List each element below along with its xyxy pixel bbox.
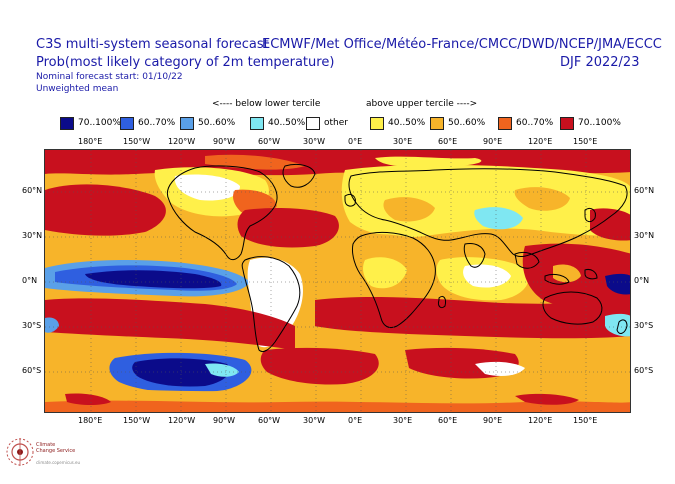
legend-label: 40..50%	[268, 118, 306, 128]
legend-item: 40..50%	[370, 116, 425, 130]
legend-item: 70..100%	[60, 116, 121, 130]
forecast-title: C3S multi-system seasonal forecast	[36, 37, 269, 52]
north-atlantic-red	[237, 208, 339, 248]
forecast-start-label: Nominal forecast start: 01/10/22	[36, 72, 183, 82]
color-legend: 70..100% 60..70% 50..60% 40..50% other 40..50…	[60, 116, 621, 132]
legend-item: 50..60%	[180, 116, 235, 130]
legend-label: 40..50%	[388, 118, 426, 128]
lon-tick-top: 150°W	[123, 137, 151, 146]
lon-tick-top: 0°E	[348, 137, 363, 146]
lon-tick-bottom: 120°E	[528, 416, 553, 425]
legend-swatch	[498, 116, 512, 130]
map-svg	[45, 150, 630, 412]
lon-tick-top: 120°E	[528, 137, 553, 146]
legend-swatch	[560, 116, 574, 130]
legend-label: 60..70%	[516, 118, 554, 128]
climate-change-service-logo	[6, 438, 34, 466]
probability-map	[44, 149, 631, 413]
lat-tick-left: 60°N	[22, 186, 43, 195]
lon-tick-bottom: 120°W	[168, 416, 196, 425]
legend-item: 70..100%	[560, 116, 621, 130]
lon-tick-bottom: 60°W	[258, 416, 281, 425]
lon-tick-bottom: 60°E	[438, 416, 458, 425]
lon-tick-bottom: 150°E	[573, 416, 598, 425]
lon-tick-top: 180°E	[78, 137, 103, 146]
weighting-label: Unweighted mean	[36, 84, 119, 94]
forecast-subtitle: Prob(most likely category of 2m temperat…	[36, 55, 335, 70]
legend-label: other	[324, 118, 348, 128]
legend-label: 50..60%	[448, 118, 486, 128]
lon-tick-bottom: 30°E	[393, 416, 413, 425]
centres-label: ECMWF/Met Office/Météo-France/CMCC/DWD/N…	[262, 37, 662, 52]
logo-text-url: climate.copernicus.eu	[36, 460, 81, 465]
lat-tick-right: 60°N	[634, 186, 655, 195]
lon-tick-bottom: 30°W	[303, 416, 326, 425]
legend-swatch	[180, 116, 194, 130]
legend-item: 60..70%	[498, 116, 553, 130]
legend-swatch	[250, 116, 264, 130]
lon-tick-top: 90°E	[483, 137, 503, 146]
lon-tick-bottom: 90°E	[483, 416, 503, 425]
legend-label: 60..70%	[138, 118, 176, 128]
lat-tick-right: 30°N	[634, 231, 655, 240]
lon-tick-bottom: 0°E	[348, 416, 363, 425]
legend-item: 50..60%	[430, 116, 485, 130]
lat-tick-left: 60°S	[22, 366, 42, 375]
lon-tick-top: 90°W	[213, 137, 236, 146]
legend-swatch	[306, 116, 320, 130]
lat-tick-left: 0°N	[22, 276, 38, 285]
season-label: DJF 2022/23	[560, 55, 640, 70]
north-pacific-red	[45, 184, 166, 236]
lat-tick-right: 30°S	[634, 321, 654, 330]
lat-tick-left: 30°S	[22, 321, 42, 330]
lat-tick-right: 0°N	[634, 276, 650, 285]
lon-tick-top: 30°E	[393, 137, 413, 146]
legend-above-header: above upper tercile ---->	[366, 99, 478, 109]
lon-tick-top: 120°W	[168, 137, 196, 146]
legend-swatch	[370, 116, 384, 130]
legend-item: 40..50%	[250, 116, 305, 130]
legend-label: 50..60%	[198, 118, 236, 128]
enso-blue-core	[85, 270, 222, 289]
lon-tick-bottom: 90°W	[213, 416, 236, 425]
lon-tick-top: 150°E	[573, 137, 598, 146]
logo-text-climate: Climate	[36, 442, 56, 448]
legend-item: other	[306, 116, 348, 130]
legend-swatch	[120, 116, 134, 130]
legend-swatch	[60, 116, 74, 130]
coastlines	[167, 163, 628, 353]
legend-label: 70..100%	[78, 118, 121, 128]
legend-label: 70..100%	[578, 118, 621, 128]
legend-below-header: <---- below lower tercile	[212, 99, 321, 109]
logo-text-service: Change Service	[36, 448, 76, 454]
southern-ocean-red	[315, 296, 630, 339]
legend-swatch	[430, 116, 444, 130]
lon-tick-top: 60°E	[438, 137, 458, 146]
legend-item: 60..70%	[120, 116, 175, 130]
lat-tick-left: 30°N	[22, 231, 43, 240]
lon-tick-bottom: 180°E	[78, 416, 103, 425]
lon-tick-top: 60°W	[258, 137, 281, 146]
lon-tick-top: 30°W	[303, 137, 326, 146]
graticule	[45, 150, 630, 412]
lon-tick-bottom: 150°W	[123, 416, 151, 425]
lat-tick-right: 60°S	[634, 366, 654, 375]
